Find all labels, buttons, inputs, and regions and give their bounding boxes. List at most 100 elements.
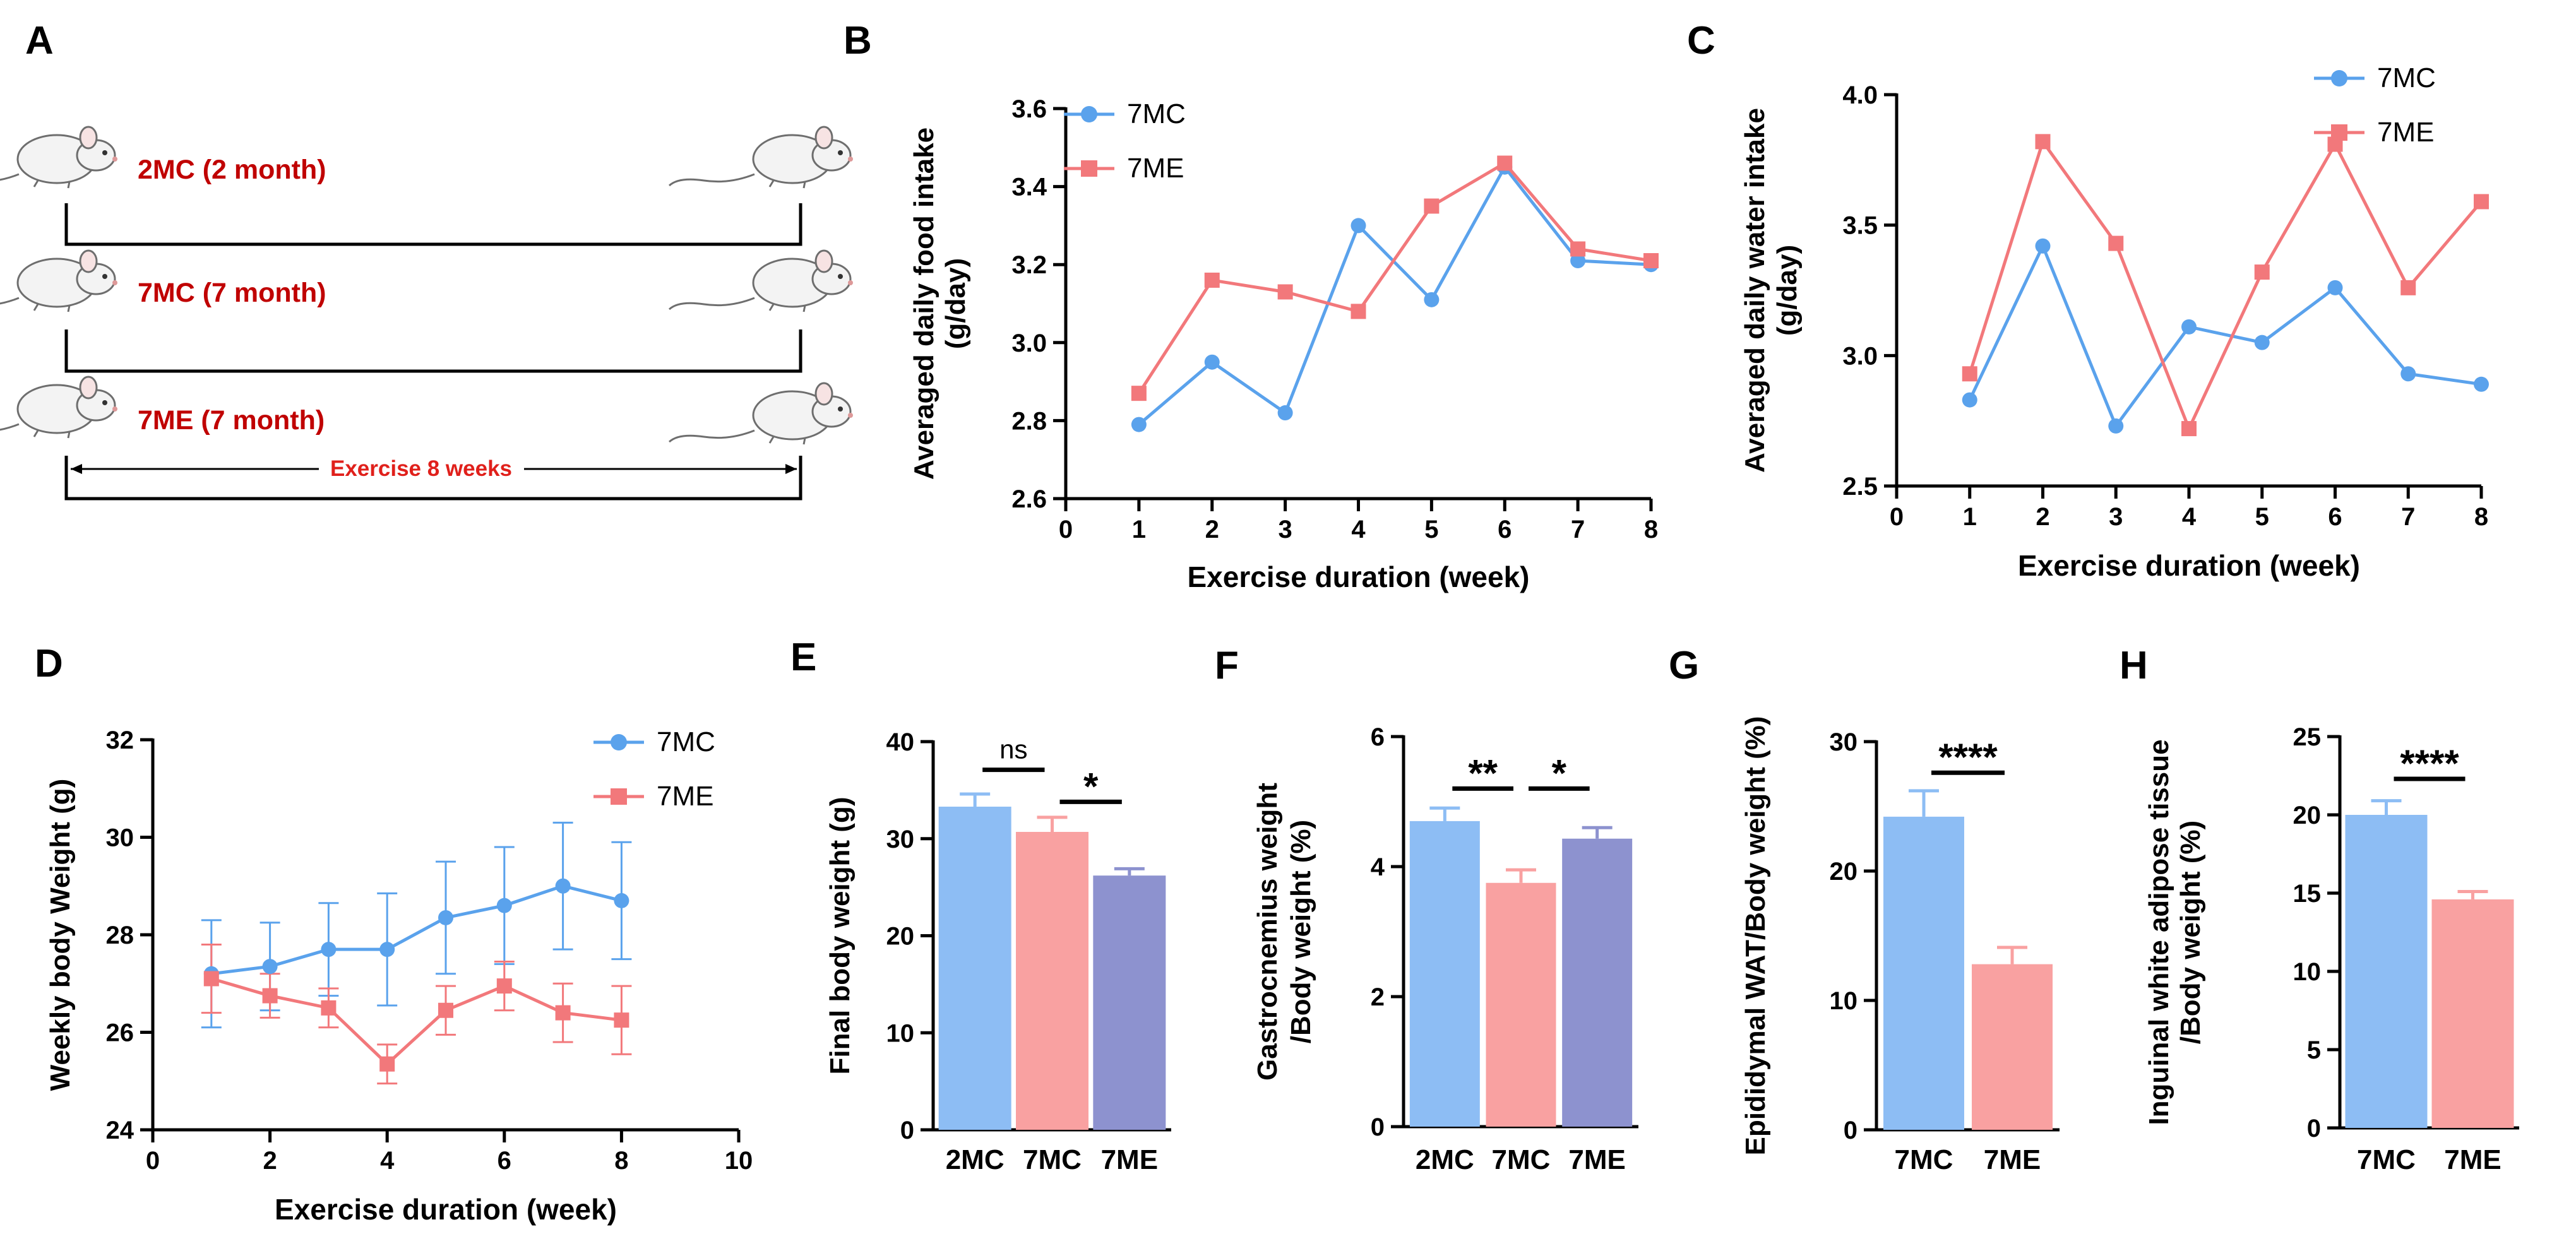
data-point (2108, 235, 2124, 251)
data-point (1204, 354, 1220, 370)
legend-label: 7ME (657, 781, 713, 812)
panel-a-schematic: A 2MC (2 month) 7MC (7 month) 7ME (7 mon… (0, 19, 854, 501)
data-point (1570, 241, 1586, 257)
y-tick-label: 0 (900, 1117, 914, 1144)
y-axis-label: Inguinal white adipose tissue (2144, 739, 2174, 1125)
data-point (1962, 392, 1977, 408)
data-point (614, 892, 629, 908)
y-tick-label: 4 (1371, 853, 1385, 881)
x-tick-label: 3 (1279, 516, 1292, 543)
bar-7mc (1486, 882, 1556, 1127)
bar-7me (1093, 875, 1166, 1130)
x-tick-label: 8 (1644, 516, 1658, 543)
y-tick-label: 28 (106, 922, 134, 949)
data-point (1131, 417, 1147, 432)
data-point (262, 959, 278, 975)
y-tick-label: 24 (106, 1117, 134, 1144)
y-tick-label: 3.6 (1011, 95, 1047, 123)
data-point (2035, 134, 2051, 150)
significance-label: **** (2400, 742, 2459, 785)
data-point (2400, 280, 2416, 295)
data-point (1131, 386, 1147, 401)
data-point (2400, 366, 2416, 382)
chart-panel-e: E Final body weight (g) 0 10 20 30 40 2MC 7MC 7ME… (790, 636, 1171, 1175)
x-tick-label: 1 (1132, 516, 1146, 543)
bar-7mc (1883, 816, 1964, 1130)
data-point (611, 734, 627, 750)
data-point (2254, 264, 2270, 280)
data-point (2181, 319, 2197, 335)
chart-panel-h: H Inguinal white adipose tissue/Body weig… (2120, 644, 2519, 1175)
bar-7me (2431, 899, 2514, 1128)
data-point (555, 878, 571, 894)
data-point (2254, 335, 2270, 350)
y-tick-label: 20 (886, 923, 915, 951)
y-axis-label: Averaged daily water intake (1739, 108, 1770, 473)
x-tick-label: 4 (1351, 516, 1366, 543)
mouse-icon (0, 249, 119, 313)
data-point (1277, 284, 1293, 300)
x-tick-label: 7MC (1492, 1144, 1551, 1175)
timeline-bracket (64, 203, 802, 246)
exercise-label: Exercise 8 weeks (330, 456, 512, 481)
series-line-7me (211, 977, 622, 1067)
x-tick-label: 7MC (1895, 1144, 1953, 1175)
y-tick-label: 3.0 (1011, 329, 1047, 357)
y-tick-label: 4.0 (1842, 81, 1878, 109)
chart-panel-f: F Gastrocnemius weight/Body weight (%) 0 2 4… (1215, 644, 1638, 1175)
data-point (496, 978, 512, 994)
x-tick-label: 0 (146, 1147, 160, 1175)
data-point (614, 1012, 629, 1028)
x-tick-label: 10 (725, 1147, 753, 1175)
y-tick-label: 0 (1844, 1117, 1857, 1144)
y-tick-label: 2.6 (1011, 485, 1047, 513)
data-point (2181, 421, 2197, 437)
x-tick-label: 7ME (1568, 1144, 1625, 1175)
y-tick-label: 10 (2293, 958, 2322, 986)
bar-2mc (938, 807, 1011, 1130)
chart-panel-b: B Averaged daily food intake (g/day) 2.6 2.8… (844, 19, 1659, 593)
series-line-7me (1968, 138, 2483, 433)
y-tick-label: 3.2 (1011, 251, 1047, 279)
x-tick-label: 7MC (1023, 1144, 1082, 1175)
x-tick-label: 7 (1571, 516, 1585, 543)
data-point (379, 1056, 395, 1072)
panel-letter: D (35, 642, 63, 685)
data-point (1277, 405, 1293, 421)
timeline-bracket (64, 456, 802, 501)
data-point (379, 942, 395, 958)
series-line-7me (1137, 161, 1652, 394)
x-tick-label: 7 (2401, 503, 2415, 531)
panel-letter: E (790, 636, 816, 679)
bar-7me (1562, 838, 1633, 1127)
y-axis-label: /Body weight (%) (1285, 820, 1316, 1043)
significance-label: ** (1468, 752, 1498, 794)
y-axis-label: Gastrocnemius weight (1252, 783, 1283, 1081)
x-tick-label: 7MC (2357, 1144, 2416, 1175)
x-tick-label: 2 (2036, 503, 2049, 531)
y-tick-label: 30 (106, 824, 134, 852)
x-tick-label: 0 (1059, 516, 1073, 543)
y-tick-label: 26 (106, 1019, 134, 1047)
data-point (262, 988, 278, 1004)
y-tick-label: 25 (2293, 723, 2322, 751)
group-row-2mc: 2MC (2 month) (0, 126, 854, 246)
bar-2mc (1409, 821, 1480, 1127)
significance-label: * (1552, 752, 1567, 794)
x-tick-label: 7ME (2444, 1144, 2501, 1175)
bar-7mc (1016, 831, 1088, 1130)
panel-letter: C (1687, 19, 1715, 62)
data-point (321, 942, 337, 958)
y-tick-label: 3.5 (1842, 212, 1878, 240)
x-tick-label: 4 (380, 1147, 395, 1175)
data-point (496, 898, 512, 913)
y-axis-label: Averaged daily food intake (909, 127, 939, 480)
panel-letter: F (1215, 644, 1239, 687)
mouse-icon (668, 126, 854, 189)
y-tick-label: 5 (2307, 1036, 2321, 1064)
data-point (1497, 155, 1513, 171)
y-tick-label: 2.5 (1842, 473, 1878, 501)
y-tick-label: 10 (886, 1019, 915, 1047)
